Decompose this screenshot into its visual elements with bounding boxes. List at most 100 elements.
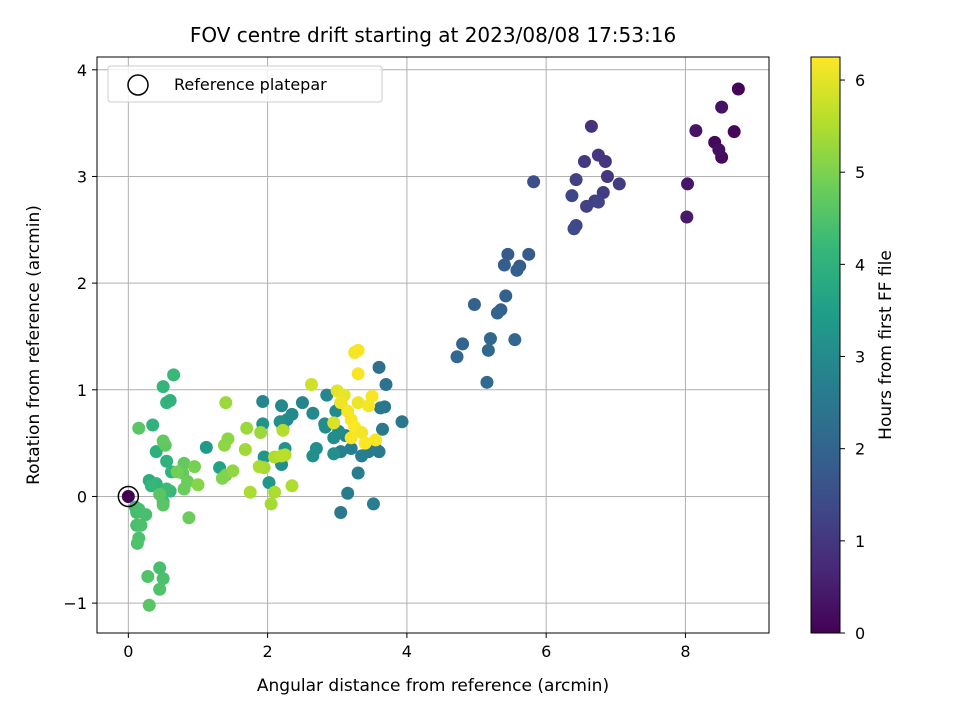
data-point	[275, 449, 289, 463]
data-point	[727, 125, 741, 139]
data-point	[522, 247, 536, 261]
colorbar-tick-label: 1	[855, 532, 865, 551]
data-point	[262, 476, 276, 490]
data-point	[170, 465, 184, 479]
data-point	[182, 511, 196, 525]
data-point	[366, 497, 380, 511]
legend: Reference platepar	[107, 65, 383, 103]
data-point	[681, 177, 695, 191]
colorbar-tick-label: 5	[855, 163, 865, 182]
data-point	[580, 199, 594, 213]
data-point	[275, 399, 289, 413]
legend-marker	[127, 74, 149, 96]
data-point	[567, 222, 581, 236]
data-point	[254, 425, 268, 439]
data-point	[344, 441, 358, 455]
data-point	[373, 401, 387, 415]
data-point	[483, 332, 497, 346]
chart-title: FOV centre drift starting at 2023/08/08 …	[190, 23, 676, 47]
data-point	[144, 479, 158, 493]
plot-frame	[96, 56, 770, 634]
data-point	[565, 189, 579, 203]
data-point	[304, 377, 318, 391]
data-point	[450, 350, 464, 364]
data-point	[256, 395, 270, 409]
data-point	[295, 396, 309, 410]
plot-area: 0 2 4 6 8 −1 0 1 2 3 4 Reference platepar	[63, 56, 770, 661]
data-point	[372, 360, 386, 374]
data-point	[527, 175, 541, 189]
colorbar-tick-label: 4	[855, 255, 865, 274]
x-tick-label: 8	[680, 642, 690, 661]
x-tick-label: 6	[541, 642, 551, 661]
data-point	[121, 489, 135, 503]
data-point	[191, 478, 205, 492]
colorbar-ticks: 0 1 2 3 4 5 6	[840, 71, 865, 643]
y-tick-label: −1	[63, 594, 87, 613]
data-point	[508, 333, 522, 347]
x-tick-label: 4	[402, 642, 412, 661]
data-point	[252, 460, 266, 474]
data-point	[156, 498, 170, 512]
data-point	[372, 445, 386, 459]
y-axis-label: Rotation from reference (arcmin)	[24, 205, 44, 485]
data-point	[153, 582, 167, 596]
x-tick-label: 2	[263, 642, 273, 661]
data-point	[584, 119, 598, 133]
data-point	[480, 375, 494, 389]
data-point	[153, 561, 167, 575]
data-point	[276, 423, 290, 437]
data-point	[285, 479, 299, 493]
data-point	[142, 598, 156, 612]
data-point	[146, 418, 160, 432]
data-point	[467, 297, 481, 311]
data-point	[320, 388, 334, 402]
data-point	[327, 416, 341, 430]
data-point	[226, 464, 240, 478]
x-axis-ticks: 0 2 4 6 8	[123, 633, 691, 661]
data-point	[355, 425, 369, 439]
data-point	[344, 431, 358, 445]
data-point	[156, 380, 170, 394]
data-point	[132, 421, 146, 435]
x-tick-label: 0	[123, 642, 133, 661]
data-point	[167, 368, 181, 382]
colorbar-label: Hours from first FF file	[876, 250, 896, 440]
data-point	[187, 460, 201, 474]
data-point	[306, 449, 320, 463]
data-point	[238, 443, 252, 457]
data-point	[376, 422, 390, 436]
data-point	[130, 536, 144, 550]
data-point	[156, 572, 170, 586]
data-point	[379, 377, 393, 391]
data-point	[395, 415, 409, 429]
data-point	[243, 485, 257, 499]
data-point	[600, 169, 614, 183]
data-point	[715, 100, 729, 114]
colorbar-tick-label: 6	[855, 71, 865, 90]
colorbar-gradient	[810, 56, 841, 634]
data-point	[334, 505, 348, 519]
data-point	[499, 289, 513, 303]
data-point	[221, 432, 235, 446]
data-point	[612, 177, 626, 191]
data-point	[257, 450, 271, 464]
colorbar: 0 1 2 3 4 5 6 Hours from first FF file	[810, 56, 896, 643]
data-point	[351, 466, 365, 480]
data-point	[268, 485, 282, 499]
scatter-points	[117, 82, 745, 612]
legend-label: Reference platepar	[174, 75, 327, 94]
data-point	[327, 447, 341, 461]
data-point	[153, 487, 167, 501]
data-point	[327, 431, 341, 445]
data-point	[351, 367, 365, 381]
y-axis-ticks: −1 0 1 2 3 4	[63, 61, 97, 613]
reference-platepar-marker	[117, 485, 140, 508]
data-point	[149, 445, 163, 459]
data-point	[497, 258, 511, 272]
colorbar-tick-label: 3	[855, 348, 865, 367]
data-point	[134, 518, 148, 532]
data-point	[362, 399, 376, 413]
y-tick-label: 4	[77, 61, 87, 80]
data-point	[351, 396, 365, 410]
